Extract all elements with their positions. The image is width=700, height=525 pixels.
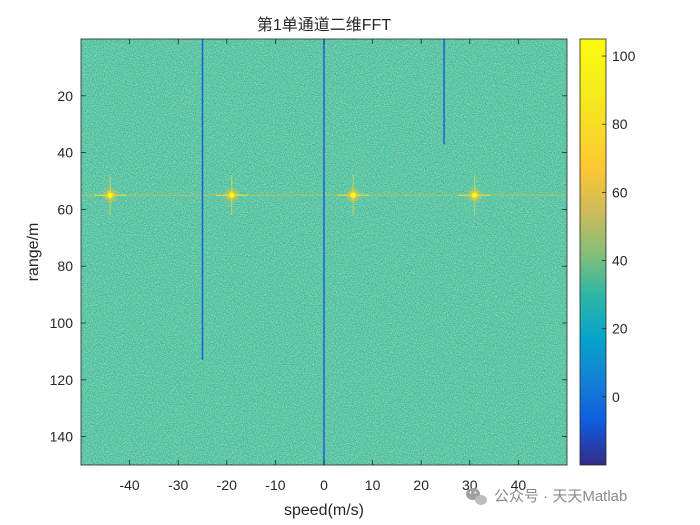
colorbar-tick-label: 100 bbox=[612, 48, 636, 64]
x-axis-label: speed(m/s) bbox=[284, 502, 364, 519]
y-tick-label: 40 bbox=[57, 145, 73, 161]
x-tick-label: -40 bbox=[119, 477, 139, 493]
y-tick-label: 60 bbox=[57, 201, 73, 217]
colorbar-tick-label: 40 bbox=[612, 253, 628, 269]
peak-marker-3 bbox=[337, 175, 370, 216]
y-tick-label: 140 bbox=[50, 429, 74, 445]
colorbar-tick-label: 0 bbox=[612, 389, 620, 405]
peak-marker-2 bbox=[215, 175, 248, 216]
y-tick-label: 100 bbox=[50, 315, 74, 331]
x-tick-label: 20 bbox=[413, 477, 429, 493]
colorbar-tick-label: 20 bbox=[612, 321, 628, 337]
x-tick-label: -20 bbox=[217, 477, 237, 493]
chart-title: 第1单通道二维FFT bbox=[257, 16, 391, 34]
wechat-icon bbox=[466, 488, 487, 505]
colorbar-tick-label: 80 bbox=[612, 116, 628, 132]
y-tick-label: 120 bbox=[50, 372, 74, 388]
y-tick-label: 20 bbox=[57, 88, 73, 104]
colorbar-tick-label: 60 bbox=[612, 184, 628, 200]
x-tick-label: -10 bbox=[265, 477, 285, 493]
x-tick-label: -30 bbox=[168, 477, 188, 493]
x-tick-label: 40 bbox=[511, 477, 527, 493]
peak-marker-4 bbox=[458, 175, 491, 216]
x-tick-label: 0 bbox=[320, 477, 328, 493]
watermark: 公众号 · 天天Matlab bbox=[466, 488, 627, 505]
y-tick-label: 80 bbox=[57, 258, 73, 274]
colorbar bbox=[579, 38, 607, 466]
heatmap-plot-area bbox=[81, 39, 567, 465]
watermark-text: 公众号 · 天天Matlab bbox=[494, 488, 627, 505]
peak-marker-1 bbox=[94, 175, 127, 216]
x-tick-label: 10 bbox=[365, 477, 381, 493]
y-axis-label: range/m bbox=[25, 223, 42, 282]
